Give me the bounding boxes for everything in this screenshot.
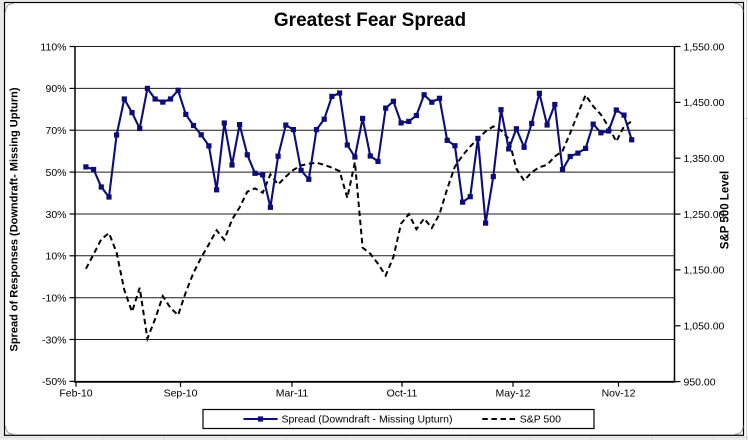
svg-text:Feb-10: Feb-10: [59, 388, 92, 400]
svg-text:1,250.00: 1,250.00: [684, 209, 725, 221]
svg-text:1,350.00: 1,350.00: [684, 153, 725, 165]
svg-text:Mar-11: Mar-11: [276, 388, 309, 400]
svg-text:Nov-12: Nov-12: [602, 388, 636, 400]
svg-text:1,450.00: 1,450.00: [684, 97, 725, 109]
svg-text:90%: 90%: [45, 83, 66, 95]
svg-text:Oct-11: Oct-11: [387, 388, 418, 400]
svg-text:Spread (Downdraft - Missing Up: Spread (Downdraft - Missing Upturn): [282, 414, 453, 426]
svg-text:1,550.00: 1,550.00: [684, 41, 725, 53]
svg-text:1,050.00: 1,050.00: [684, 321, 725, 333]
svg-text:10%: 10%: [45, 251, 66, 263]
svg-text:-30%: -30%: [42, 334, 67, 346]
svg-text:1,150.00: 1,150.00: [684, 265, 725, 277]
svg-text:70%: 70%: [45, 125, 66, 137]
svg-text:S&P 500 Level: S&P 500 Level: [720, 171, 732, 249]
svg-text:May-12: May-12: [495, 388, 530, 400]
svg-text:Greatest Fear Spread: Greatest Fear Spread: [274, 10, 466, 31]
svg-text:Spread of Responses (Downdraft: Spread of Responses (Downdraft- Missing …: [9, 87, 21, 351]
svg-text:30%: 30%: [45, 209, 66, 221]
svg-text:950.00: 950.00: [684, 376, 716, 388]
svg-text:110%: 110%: [40, 41, 66, 53]
svg-text:Sep-10: Sep-10: [164, 388, 198, 400]
svg-text:-10%: -10%: [42, 293, 67, 305]
svg-text:-50%: -50%: [42, 376, 67, 388]
svg-text:S&P 500: S&P 500: [520, 414, 561, 426]
svg-text:50%: 50%: [45, 167, 66, 179]
